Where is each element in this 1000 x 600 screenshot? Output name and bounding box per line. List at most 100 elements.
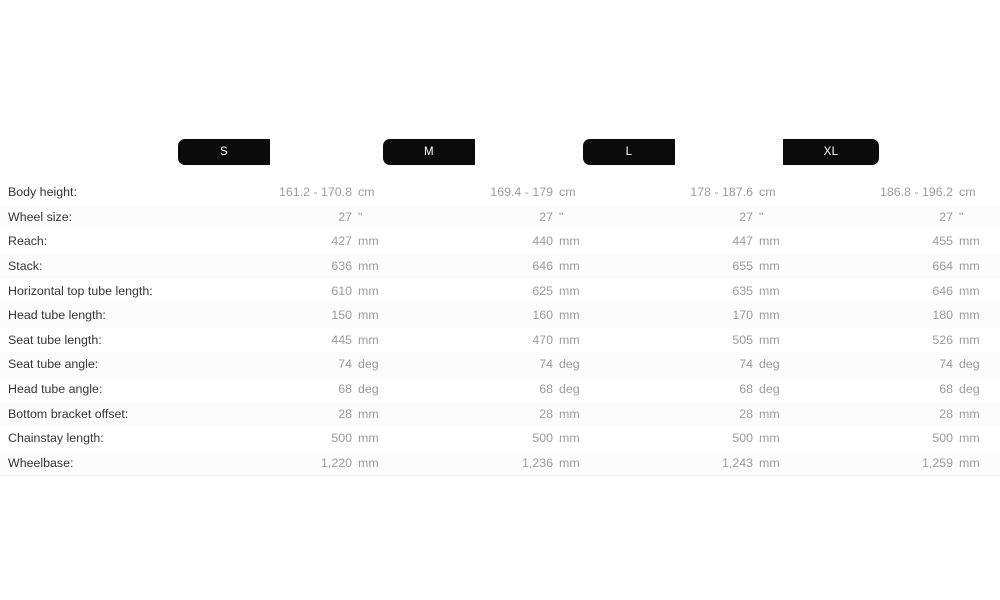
cell-value: 1,220 [320,456,352,471]
cell-unit: mm [559,456,580,471]
size-badge-s[interactable]: S [178,139,270,165]
value-cell: 505 mm [0,328,779,353]
value-cell: 27 " [0,205,763,230]
cell-unit: mm [358,431,379,446]
value-cell: 170 mm [0,303,779,328]
table-row: Seat tube length: 445 mm 470 mm 505 mm 526 mm [0,328,1000,353]
value-cell: 646 mm [0,279,979,304]
row-label: Seat tube angle: [8,357,99,372]
table-row: Stack: 636 mm 646 mm 655 mm 664 mm [0,253,1000,279]
cell-value: 455 [932,234,953,249]
row-label: Bottom bracket offset: [8,406,129,421]
cell-value: 27 [338,209,352,224]
cell-unit: cm [358,185,375,199]
cell-value: 470 [532,332,553,347]
cell-value: 526 [932,332,953,347]
size-badge-xl[interactable]: XL [783,139,879,165]
value-cell: 500 mm [0,426,579,451]
value-cell: 427 mm [0,229,378,254]
table-row: Bottom bracket offset: 28 mm 28 mm 28 mm 28 mm [0,401,1000,427]
cell-unit: mm [358,406,379,421]
value-cell: 28 mm [0,402,378,427]
value-cell: 1,259 mm [0,451,980,476]
cell-unit: mm [559,234,580,249]
value-cell: 646 mm [0,254,579,279]
cell-value: 1,259 [921,456,953,471]
cell-unit: " [559,209,564,224]
value-cell: 68 deg [0,377,779,402]
value-cell: 1,220 mm [0,451,379,476]
cell-unit: deg [759,382,780,397]
cell-unit: mm [559,406,580,421]
cell-value: 28 [939,406,953,421]
cell-unit: mm [759,332,780,347]
cell-unit: " [959,209,964,224]
cell-value: 664 [932,258,953,273]
cell-unit: " [759,209,764,224]
cell-unit: deg [358,357,379,372]
cell-value: 625 [532,283,553,298]
value-cell: 169.4 - 179 cm [0,180,575,205]
cell-value: 636 [331,258,352,273]
cell-unit: mm [759,283,780,298]
row-label: Head tube length: [8,308,106,323]
value-cell: 470 mm [0,328,579,353]
cell-value: 169.4 - 179 [490,185,553,199]
size-badge-l[interactable]: L [583,139,675,165]
value-cell: 186.8 - 196.2 cm [0,180,976,205]
cell-value: 170 [732,308,753,323]
row-label: Chainstay length: [8,431,104,446]
cell-value: 440 [532,234,553,249]
value-cell: 610 mm [0,279,378,304]
geometry-rows: Body height: 161.2 - 170.8 cm 169.4 - 179 cm… [0,180,1000,476]
value-cell: 455 mm [0,229,979,254]
value-cell: 150 mm [0,303,378,328]
size-badge-m[interactable]: M [383,139,475,165]
value-cell: 178 - 187.6 cm [0,180,775,205]
row-label: Wheel size: [8,209,73,224]
cell-unit: mm [559,258,580,273]
cell-unit: mm [959,283,980,298]
cell-unit: mm [759,406,780,421]
cell-value: 505 [732,332,753,347]
cell-unit: cm [759,185,776,199]
cell-value: 68 [539,382,553,397]
cell-value: 1,236 [521,456,553,471]
value-cell: 1,243 mm [0,451,780,476]
cell-value: 445 [331,332,352,347]
table-row: Head tube angle: 68 deg 68 deg 68 deg 68 deg [0,377,1000,402]
value-cell: 68 deg [0,377,579,402]
cell-unit: mm [559,332,580,347]
cell-unit: mm [358,308,379,323]
table-row: Body height: 161.2 - 170.8 cm 169.4 - 179 cm… [0,180,1000,205]
table-row: Wheelbase: 1,220 mm 1,236 mm 1,243 mm 1,259 mm [0,451,1000,476]
cell-value: 160 [532,308,553,323]
cell-unit: mm [959,258,980,273]
value-cell: 636 mm [0,254,378,279]
cell-value: 180 [932,308,953,323]
value-cell: 664 mm [0,254,979,279]
row-label: Reach: [8,234,48,249]
cell-value: 635 [732,283,753,298]
value-cell: 74 deg [0,352,378,377]
cell-unit: mm [759,308,780,323]
cell-unit: " [358,209,363,224]
cell-value: 447 [732,234,753,249]
cell-unit: mm [358,258,379,273]
value-cell: 447 mm [0,229,779,254]
value-cell: 27 " [0,205,963,230]
cell-value: 74 [739,357,753,372]
cell-unit: mm [559,308,580,323]
cell-value: 74 [939,357,953,372]
value-cell: 28 mm [0,402,779,427]
row-label: Seat tube length: [8,332,102,347]
value-cell: 68 deg [0,377,378,402]
cell-unit: mm [559,431,580,446]
row-label: Body height: [8,185,77,199]
cell-unit: mm [358,234,379,249]
cell-value: 610 [331,283,352,298]
cell-unit: mm [759,234,780,249]
table-row: Seat tube angle: 74 deg 74 deg 74 deg 74 deg [0,352,1000,378]
cell-value: 161.2 - 170.8 [278,185,352,199]
